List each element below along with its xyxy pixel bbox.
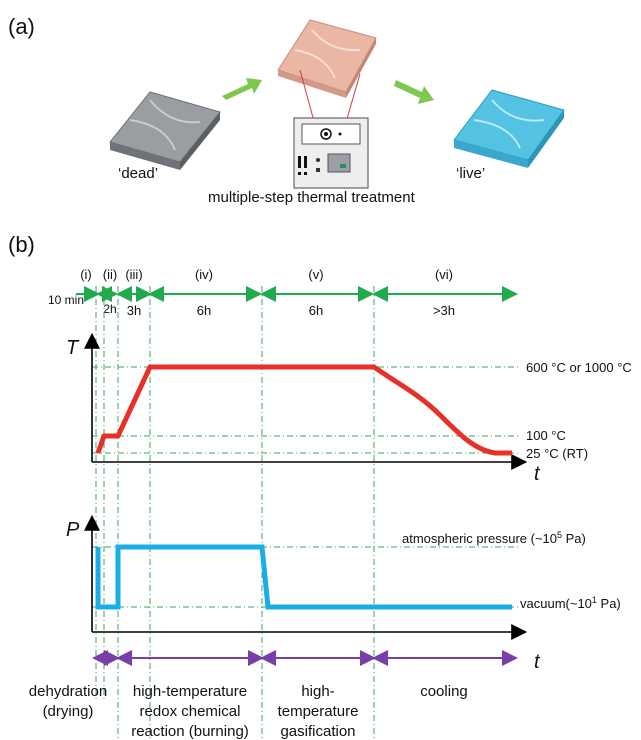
time-axis-label: t — [534, 463, 541, 485]
panel-b-label: (b) — [8, 232, 35, 257]
process-label: gasification — [280, 723, 355, 740]
temp-label-high: 600 °C or 1000 °C — [526, 360, 632, 375]
dead-label: ‘dead’ — [118, 165, 158, 182]
stage-label: (iv) — [195, 267, 213, 282]
stage-label: (vi) — [435, 267, 453, 282]
temp-label-low: 25 °C (RT) — [526, 446, 588, 461]
dead-chip-icon — [109, 91, 221, 170]
live-label: ‘live’ — [456, 165, 485, 182]
pressure-curve — [95, 544, 512, 610]
treated-chip-icon — [277, 19, 377, 98]
stage-label: (i) — [80, 267, 92, 282]
stage-label: (iii) — [125, 267, 142, 282]
process-label: (drying) — [43, 703, 94, 720]
process-label: redox chemical — [140, 703, 241, 720]
pressure-label-vacuum: vacuum(~101 Pa) — [520, 595, 621, 611]
level-guides — [92, 366, 520, 608]
process-label: high- — [301, 683, 334, 700]
live-chip-icon — [453, 89, 565, 168]
temp-label-mid: 100 °C — [526, 428, 566, 443]
pressure-axis-label: P — [66, 519, 80, 541]
stage-guides — [95, 286, 375, 740]
process-arrow-icon — [222, 78, 262, 100]
panel-a-label: (a) — [8, 14, 35, 39]
treatment-caption: multiple-step thermal treatment — [208, 189, 416, 206]
duration-label: 6h — [309, 303, 323, 318]
temperature-curve — [95, 364, 512, 456]
process-label: reaction (burning) — [131, 723, 249, 740]
pressure-axes — [84, 514, 528, 640]
temperature-axes — [84, 332, 528, 470]
furnace-icon — [293, 69, 369, 189]
process-labels: dehydration (drying) high-temperature re… — [29, 683, 468, 740]
process-label: dehydration — [29, 683, 107, 700]
duration-label: 10 min — [48, 293, 84, 307]
time-axis-label: t — [534, 651, 541, 673]
stage-label: (v) — [308, 267, 323, 282]
duration-label: 3h — [127, 303, 141, 318]
temperature-axis-label: T — [66, 337, 80, 359]
duration-label: 6h — [197, 303, 211, 318]
stage-label: (ii) — [103, 267, 117, 282]
duration-label: 2h — [103, 302, 116, 316]
pressure-label-atmospheric: atmospheric pressure (~105 Pa) — [402, 530, 586, 546]
stage-labels: (i) (ii) (iii) (iv) (v) (vi) — [80, 267, 453, 282]
process-arrow-icon — [394, 80, 434, 104]
duration-label: >3h — [433, 303, 455, 318]
process-label: cooling — [420, 683, 468, 700]
process-label: high-temperature — [133, 683, 247, 700]
process-label: temperature — [278, 703, 359, 720]
